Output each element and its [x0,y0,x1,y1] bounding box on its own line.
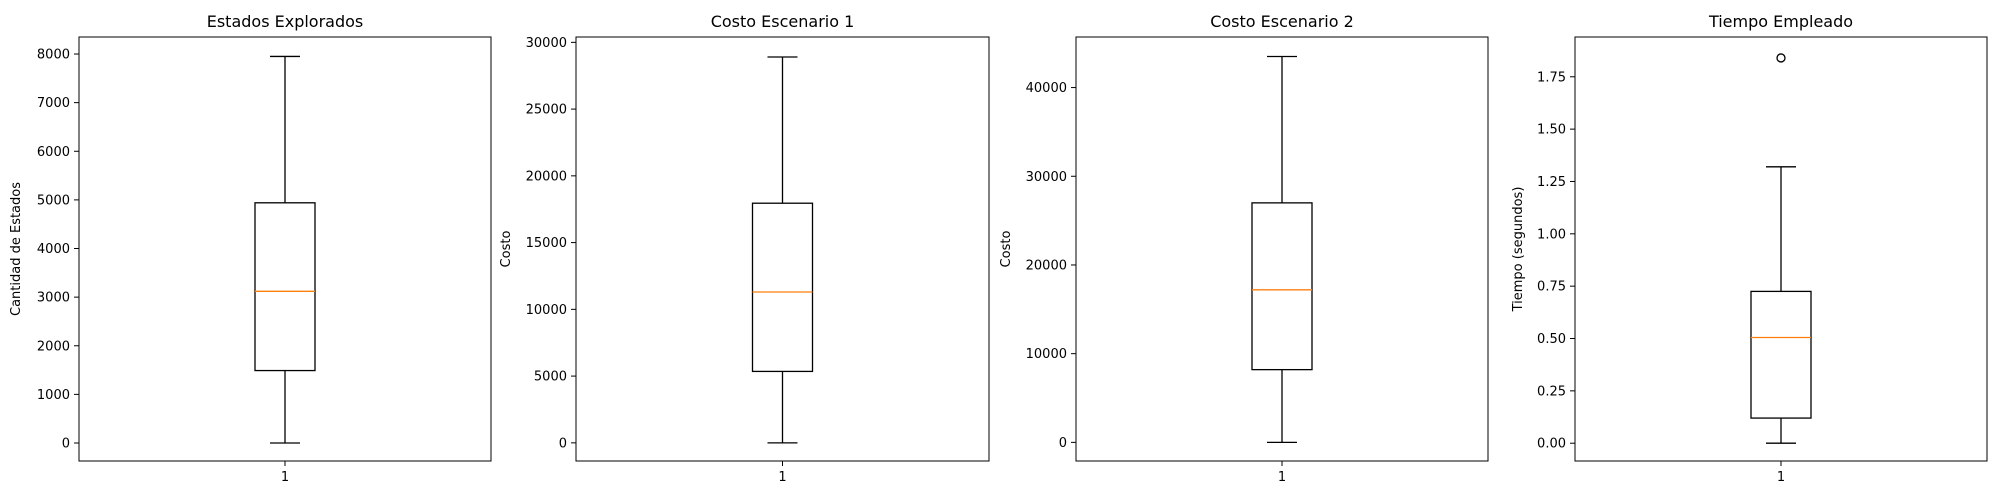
y-tick-label: 5000 [534,370,567,385]
box-1 [1750,53,1812,444]
box-1 [1251,55,1313,444]
plot-frame [1075,36,1489,462]
y-tick-label: 0.25 [1537,384,1566,399]
x-tick-label: 1 [778,470,786,485]
y-tick-label: 5000 [37,193,70,208]
y-tick-label: 40000 [1026,81,1067,96]
plot-frame [575,36,990,462]
y-tick-label: 0.50 [1537,332,1566,347]
y-tick-label: 1.00 [1537,227,1566,242]
y-tick-label: 0 [62,437,70,452]
y-axis-label: Tiempo (segundos) [1511,187,1526,313]
chart-title: Estados Explorados [207,12,364,31]
chart-panel-4: Tiempo Empleado 0.00 0.25 0.50 0.75 1.00 1.25 1… [1511,12,1988,485]
y-tick-label: 10000 [1026,347,1067,362]
y-tick-label: 8000 [37,48,70,63]
y-tick-label: 20000 [1026,258,1067,273]
chart-title: Costo Escenario 1 [711,12,855,31]
y-tick-label: 25000 [526,103,567,118]
x-tick-label: 1 [1278,470,1286,485]
iqr-box [751,202,814,373]
y-tick-label: 15000 [526,236,567,251]
box-1 [254,55,316,444]
y-tick-label: 30000 [1026,170,1067,185]
y-tick-label: 7000 [37,96,70,111]
chart-panel-1: Estados Explorados 0 1000 2000 3000 4000 5000 6… [9,12,492,485]
chart-title: Tiempo Empleado [1708,12,1853,31]
chart-title: Costo Escenario 2 [1210,12,1354,31]
outlier-point [1776,53,1786,63]
y-tick-label: 1.25 [1537,175,1566,190]
y-tick-label: 0.00 [1537,437,1566,452]
iqr-box [1750,290,1812,419]
y-tick-label: 3000 [37,291,70,306]
y-tick-label: 10000 [526,303,567,318]
y-tick-label: 6000 [37,145,70,160]
y-tick-label: 4000 [37,242,70,257]
y-axis-label: Cantidad de Estados [9,182,24,316]
y-tick-label: 2000 [37,339,70,354]
box-1 [751,56,814,444]
x-tick-label: 1 [281,470,289,485]
x-tick-label: 1 [1777,470,1785,485]
iqr-box [254,202,316,372]
y-tick-label: 1.75 [1537,70,1566,85]
y-axis-label: Costo [999,231,1014,268]
y-tick-label: 0 [1059,436,1067,451]
iqr-box [1251,202,1313,371]
chart-panel-3: Costo Escenario 2 0 10000 20000 30000 40000 1 C… [999,12,1489,485]
plot-frame [78,36,492,462]
y-tick-label: 1.50 [1537,123,1566,138]
y-tick-label: 0.75 [1537,280,1566,295]
y-tick-label: 1000 [37,388,70,403]
y-tick-label: 30000 [526,36,567,51]
chart-panel-2: Costo Escenario 1 0 5000 10000 15000 20000 250… [499,12,990,485]
y-tick-label: 20000 [526,169,567,184]
y-axis-label: Costo [499,231,514,268]
plot-frame [1574,36,1988,462]
y-tick-label: 0 [559,436,567,451]
